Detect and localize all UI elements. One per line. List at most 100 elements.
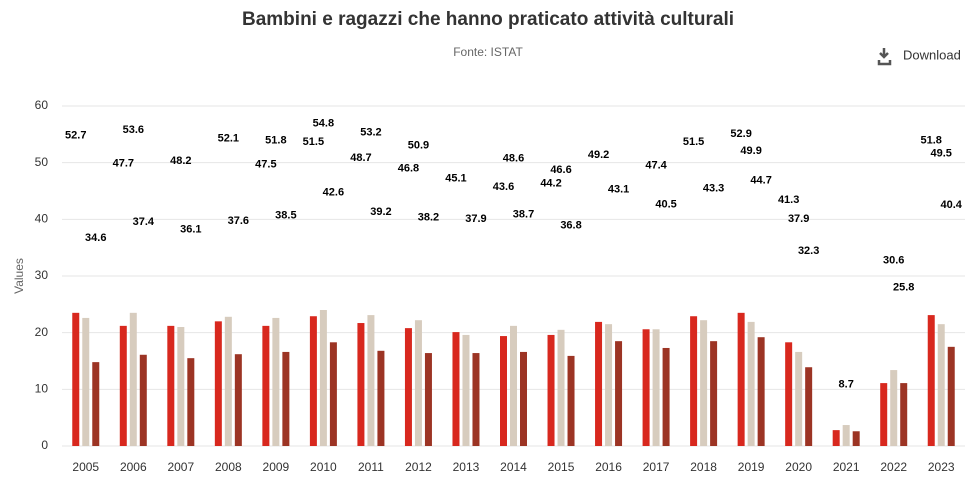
data-label: 43.3: [703, 183, 724, 195]
bar: [357, 323, 365, 446]
data-label: 40.4: [941, 199, 963, 211]
data-label: 44.2: [540, 177, 561, 189]
bar: [615, 341, 623, 446]
x-tick-label: 2021: [833, 460, 860, 474]
y-tick-label: 50: [35, 155, 49, 169]
bar: [82, 317, 90, 446]
data-label: 50.9: [408, 139, 429, 151]
data-label: 48.7: [350, 152, 371, 164]
data-label: 44.7: [750, 175, 771, 187]
data-label: 30.6: [883, 255, 904, 267]
bar: [785, 342, 793, 446]
x-tick-label: 2014: [500, 460, 527, 474]
bar: [177, 327, 185, 446]
data-label: 51.5: [303, 136, 324, 148]
x-tick-label: 2015: [548, 460, 575, 474]
data-label: 49.2: [588, 149, 609, 161]
bar: [510, 325, 517, 446]
data-label: 36.8: [560, 219, 581, 231]
bar: [500, 336, 507, 446]
data-label: 54.8: [313, 117, 334, 129]
bar: [642, 329, 650, 446]
x-tick-label: 2005: [72, 460, 99, 474]
y-tick-label: 60: [35, 98, 49, 112]
bar: [187, 358, 195, 446]
y-tick-label: 30: [35, 268, 49, 282]
data-label: 52.9: [730, 128, 751, 140]
x-tick-label: 2022: [880, 460, 907, 474]
bar: [167, 325, 175, 446]
bar: [710, 341, 718, 446]
bar: [557, 329, 565, 446]
bar: [139, 354, 147, 446]
data-label: 53.6: [123, 124, 144, 136]
data-label: 38.5: [275, 210, 296, 222]
data-label: 36.1: [180, 223, 201, 235]
data-label: 46.8: [398, 163, 419, 175]
data-label: 51.8: [265, 134, 286, 146]
x-tick-label: 2008: [215, 460, 242, 474]
bar: [262, 325, 270, 446]
bar: [329, 342, 337, 446]
bar: [119, 325, 127, 446]
bar: [272, 317, 280, 446]
bar: [690, 316, 698, 446]
bar: [605, 324, 613, 446]
bar: [757, 337, 765, 446]
data-label: 38.7: [513, 209, 534, 221]
data-label: 53.2: [360, 126, 381, 138]
bar: [805, 367, 813, 446]
data-label: 47.5: [255, 159, 276, 171]
bar: [595, 321, 603, 446]
data-label: 43.6: [493, 181, 514, 193]
y-axis-title: Values: [12, 258, 26, 294]
bar: [927, 315, 935, 446]
x-tick-label: 2010: [310, 460, 337, 474]
x-tick-label: 2011: [358, 460, 384, 474]
bar: [520, 351, 527, 446]
y-tick-label: 40: [35, 212, 49, 226]
data-label: 38.2: [418, 211, 439, 223]
x-tick-label: 2009: [263, 460, 290, 474]
x-tick-label: 2012: [405, 460, 432, 474]
x-tick-label: 2020: [785, 460, 812, 474]
data-label: 40.5: [655, 198, 676, 210]
data-label: 37.6: [228, 215, 249, 227]
bar: [129, 312, 137, 446]
bar: [214, 321, 222, 446]
x-tick-label: 2023: [928, 460, 955, 474]
y-tick-label: 10: [35, 382, 49, 396]
data-label: 32.3: [798, 245, 819, 257]
data-label: 52.7: [65, 129, 86, 141]
data-label: 51.5: [683, 136, 704, 148]
data-label: 46.6: [550, 164, 571, 176]
bar: [662, 347, 670, 446]
bar: [547, 334, 555, 446]
x-tick-label: 2007: [167, 460, 194, 474]
x-tick-label: 2013: [453, 460, 480, 474]
chart-title: Bambini e ragazzi che hanno praticato at…: [242, 9, 734, 30]
x-tick-label: 2018: [690, 460, 717, 474]
x-tick-label: 2019: [738, 460, 765, 474]
bar: [947, 346, 955, 446]
y-tick-label: 20: [35, 325, 49, 339]
bar: [224, 316, 232, 446]
bar: [937, 324, 945, 446]
bar: [737, 312, 745, 446]
bar: [852, 431, 860, 446]
bar: [567, 355, 575, 446]
bar: [367, 315, 375, 446]
data-label: 42.6: [323, 187, 344, 199]
data-label: 41.3: [778, 194, 799, 206]
bar: [319, 310, 327, 446]
data-label: 34.6: [85, 232, 106, 244]
bar: [424, 353, 432, 446]
download-button[interactable]: Download: [877, 47, 961, 66]
x-tick-label: 2017: [643, 460, 670, 474]
bar: [652, 329, 660, 446]
data-label: 37.9: [788, 213, 809, 225]
data-label: 52.1: [218, 133, 239, 145]
download-label[interactable]: Download: [903, 47, 961, 62]
data-label: 37.9: [465, 213, 486, 225]
